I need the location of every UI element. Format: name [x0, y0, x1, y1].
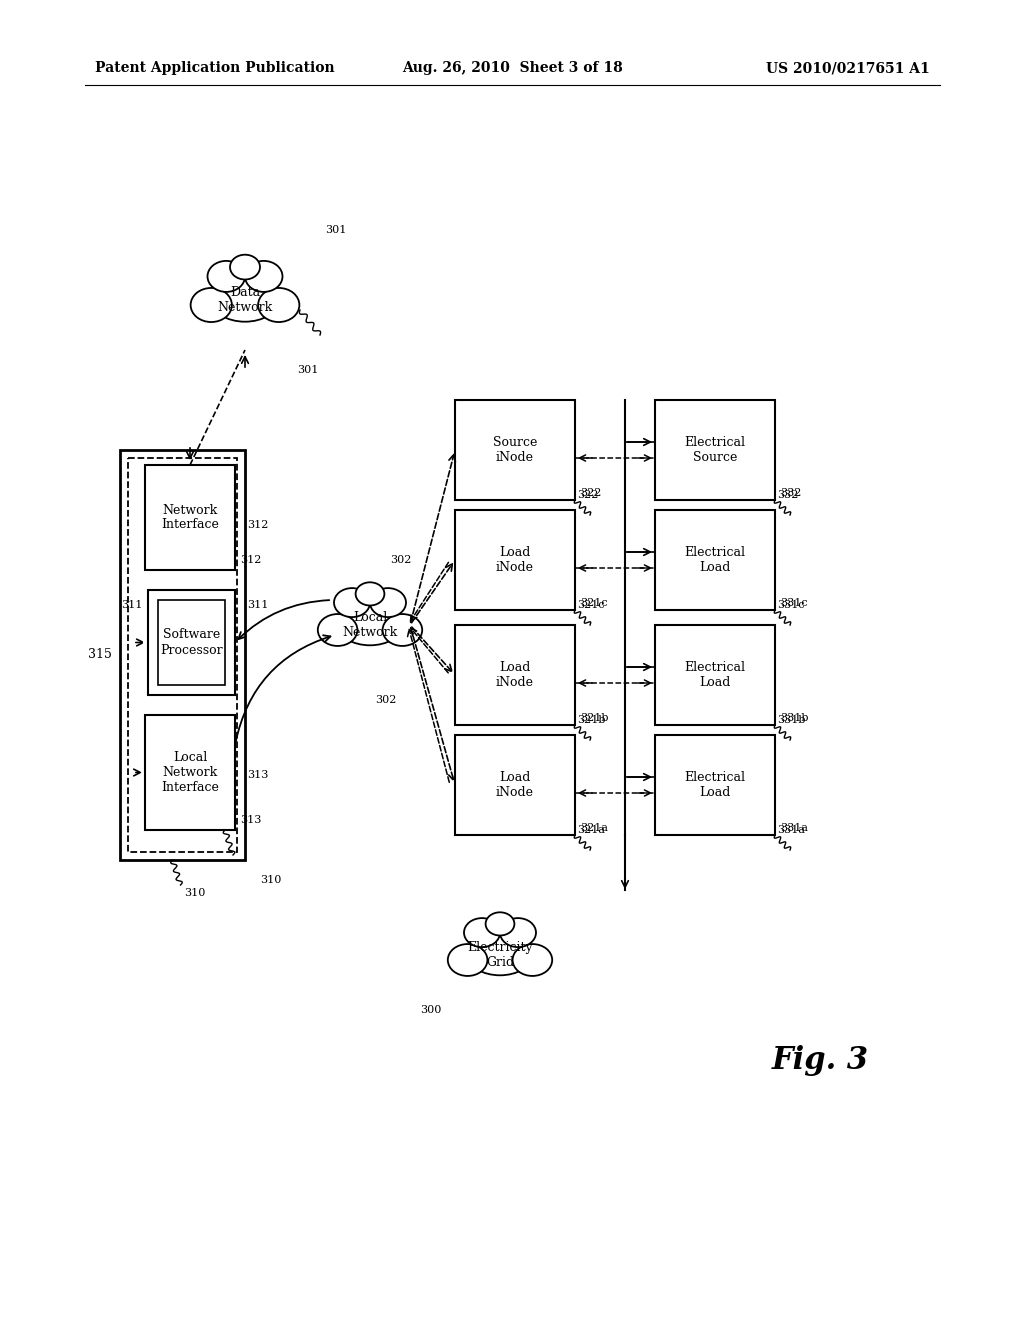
Bar [148, 590, 234, 696]
Bar [655, 735, 775, 836]
Text: Patent Application Publication: Patent Application Publication [95, 61, 335, 75]
Ellipse shape [464, 919, 500, 948]
Ellipse shape [383, 614, 422, 645]
Text: 302: 302 [390, 554, 412, 565]
Ellipse shape [258, 288, 299, 322]
Text: 321b: 321b [577, 715, 605, 725]
Text: 312: 312 [247, 520, 268, 531]
Bar [145, 465, 234, 570]
Text: 315: 315 [88, 648, 112, 661]
Text: 313: 313 [240, 814, 261, 825]
Ellipse shape [500, 919, 536, 948]
Text: Fig. 3: Fig. 3 [771, 1044, 868, 1076]
Bar [455, 510, 575, 610]
Text: 331a: 331a [777, 825, 805, 836]
Text: 312: 312 [240, 554, 261, 565]
Text: Local
Network: Local Network [342, 611, 397, 639]
Text: 310: 310 [184, 888, 206, 898]
Bar [120, 450, 245, 861]
Bar [655, 400, 775, 500]
Text: US 2010/0217651 A1: US 2010/0217651 A1 [766, 61, 930, 75]
Text: Electricity
Grid: Electricity Grid [467, 941, 532, 969]
Text: 301: 301 [297, 366, 318, 375]
Bar [455, 400, 575, 500]
Text: Aug. 26, 2010  Sheet 3 of 18: Aug. 26, 2010 Sheet 3 of 18 [401, 61, 623, 75]
Bar [455, 624, 575, 725]
Text: 300: 300 [420, 1005, 441, 1015]
Text: 322: 322 [580, 488, 601, 498]
Ellipse shape [468, 935, 532, 975]
Text: 313: 313 [247, 770, 268, 780]
Text: 331c: 331c [777, 601, 805, 610]
Text: Load
iNode: Load iNode [496, 771, 534, 799]
Text: Source
iNode: Source iNode [493, 436, 538, 465]
Text: 331c: 331c [780, 598, 808, 609]
Ellipse shape [208, 261, 245, 292]
Text: Electrical
Load: Electrical Load [684, 771, 745, 799]
Text: Data
Network: Data Network [217, 286, 272, 314]
Ellipse shape [245, 261, 283, 292]
Text: Electrical
Source: Electrical Source [684, 436, 745, 465]
Ellipse shape [338, 605, 402, 645]
Ellipse shape [370, 589, 406, 618]
Text: Electrical
Load: Electrical Load [684, 661, 745, 689]
Ellipse shape [211, 279, 279, 322]
Ellipse shape [230, 255, 260, 280]
Text: 311: 311 [247, 601, 268, 610]
Text: Network
Interface: Network Interface [161, 503, 219, 532]
Text: 322: 322 [577, 490, 598, 500]
Text: 331a: 331a [780, 822, 808, 833]
Text: 321c: 321c [577, 601, 604, 610]
Ellipse shape [513, 944, 552, 975]
Text: 321a: 321a [577, 825, 605, 836]
Text: Software
Processor: Software Processor [160, 628, 223, 656]
Ellipse shape [334, 589, 370, 618]
Bar [158, 601, 225, 685]
Text: 302: 302 [375, 696, 396, 705]
Text: 331b: 331b [780, 713, 809, 723]
Text: 321c: 321c [580, 598, 607, 609]
Text: 331b: 331b [777, 715, 806, 725]
Text: 321b: 321b [580, 713, 608, 723]
Bar [128, 458, 237, 851]
Bar [655, 624, 775, 725]
Text: 332: 332 [777, 490, 799, 500]
Text: Load
iNode: Load iNode [496, 546, 534, 574]
Ellipse shape [447, 944, 487, 975]
Ellipse shape [485, 912, 514, 936]
Text: 332: 332 [780, 488, 802, 498]
Text: 301: 301 [325, 224, 346, 235]
Text: 311: 311 [122, 601, 143, 610]
Text: 310: 310 [260, 875, 282, 884]
Text: Load
iNode: Load iNode [496, 661, 534, 689]
Bar [655, 510, 775, 610]
Text: 321a: 321a [580, 822, 608, 833]
Bar [145, 715, 234, 830]
Bar [455, 735, 575, 836]
Ellipse shape [190, 288, 231, 322]
Ellipse shape [317, 614, 357, 645]
Text: Electrical
Load: Electrical Load [684, 546, 745, 574]
Ellipse shape [355, 582, 384, 606]
Text: Local
Network
Interface: Local Network Interface [161, 751, 219, 795]
